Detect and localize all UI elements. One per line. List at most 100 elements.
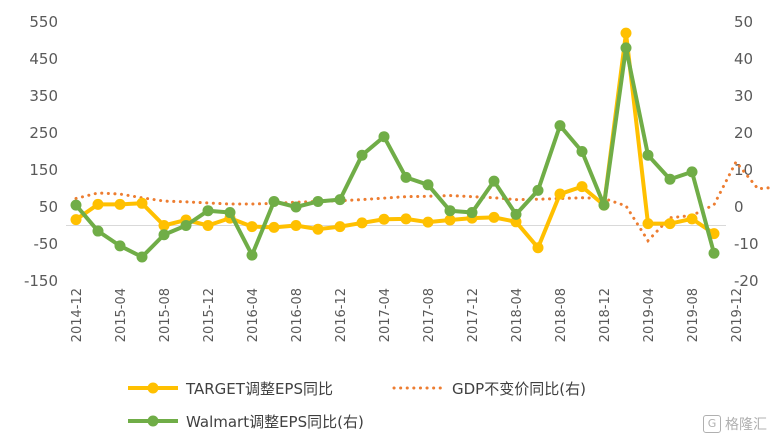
x-tick-label: 2014-12	[70, 288, 85, 342]
data-point	[158, 220, 170, 231]
right-y-tick-label: 30	[734, 87, 753, 105]
data-point	[246, 221, 258, 233]
legend-label: TARGET调整EPS同比	[185, 380, 333, 398]
data-point	[510, 208, 522, 220]
plot-area	[70, 27, 773, 263]
right-y-tick-label: 0	[734, 198, 744, 216]
watermark-logo-icon: G	[703, 415, 721, 433]
data-point	[664, 173, 676, 185]
x-tick-label: 2016-08	[290, 288, 305, 342]
left-y-tick-label: 250	[29, 124, 58, 142]
data-point	[334, 194, 346, 206]
x-axis: 2014-12 2015-04 2015-08 2015-12 2016-04 2016-…	[70, 288, 745, 342]
legend: TARGET调整EPS同比 GDP不变价同比(右) Walmart调整EPS同比(右…	[128, 380, 586, 431]
data-point	[598, 199, 610, 211]
data-point	[686, 213, 698, 225]
left-y-tick-label: 50	[39, 198, 58, 216]
series-line	[74, 159, 773, 244]
data-point	[444, 214, 456, 226]
left-y-tick-label: -50	[34, 235, 59, 253]
data-point	[378, 213, 390, 225]
data-point	[224, 207, 236, 219]
data-point	[532, 184, 544, 196]
right-y-tick-label: 40	[734, 50, 753, 68]
data-point	[664, 218, 676, 230]
data-point	[422, 216, 434, 228]
right-y-tick-label: -10	[734, 235, 759, 253]
data-point	[136, 197, 148, 209]
left-y-tick-label: -150	[24, 272, 58, 290]
left-y-tick-label: 550	[29, 13, 58, 31]
data-point	[620, 42, 632, 54]
data-point	[92, 198, 104, 210]
data-point	[312, 195, 324, 207]
x-tick-label: 2017-08	[422, 288, 437, 342]
x-tick-label: 2018-12	[598, 288, 613, 342]
data-point	[488, 211, 500, 223]
data-point	[268, 195, 280, 207]
x-tick-label: 2019-12	[730, 288, 745, 342]
data-point	[378, 131, 390, 143]
left-y-axis: 550 450 350 250 150 50 -50 -150	[24, 13, 58, 290]
x-tick-label: 2017-12	[466, 288, 481, 342]
x-tick-label: 2015-12	[202, 288, 217, 342]
data-point	[334, 221, 346, 233]
legend-item: Walmart调整EPS同比(右)	[128, 413, 364, 431]
legend-item: TARGET调整EPS同比	[128, 380, 333, 398]
legend-label: GDP不变价同比(右)	[452, 380, 586, 398]
left-y-tick-label: 150	[29, 161, 58, 179]
series-1	[74, 159, 773, 244]
right-y-tick-label: -20	[734, 272, 759, 290]
data-point	[532, 242, 544, 254]
data-point	[444, 205, 456, 217]
data-point	[686, 166, 698, 178]
x-tick-label: 2017-04	[378, 288, 393, 342]
x-tick-label: 2018-08	[554, 288, 569, 342]
left-y-tick-label: 350	[29, 87, 58, 105]
data-point	[268, 221, 280, 233]
watermark: G 格隆汇	[703, 414, 767, 434]
data-point	[356, 217, 368, 229]
legend-item: GDP不变价同比(右)	[392, 380, 586, 398]
data-point	[642, 149, 654, 161]
data-point	[290, 220, 302, 231]
data-point	[466, 207, 478, 219]
data-point	[554, 120, 566, 132]
data-point	[312, 223, 324, 235]
data-point	[202, 205, 214, 217]
legend-label: Walmart调整EPS同比(右)	[186, 413, 364, 431]
data-point	[356, 149, 368, 161]
data-point	[70, 199, 82, 211]
series-line	[74, 31, 716, 250]
data-point	[136, 251, 148, 263]
data-point	[400, 171, 412, 183]
data-point	[180, 220, 192, 231]
legend-marker	[147, 415, 159, 427]
data-point	[576, 146, 588, 157]
x-tick-label: 2018-04	[510, 288, 525, 342]
left-y-tick-label: 450	[29, 50, 58, 68]
data-point	[488, 175, 500, 187]
data-point	[70, 214, 82, 226]
series-2	[70, 42, 720, 263]
data-point	[158, 229, 170, 241]
x-tick-label: 2015-04	[114, 288, 129, 342]
x-tick-label: 2019-08	[686, 288, 701, 342]
data-point	[422, 179, 434, 191]
right-y-tick-label: 50	[734, 13, 753, 31]
data-point	[400, 213, 412, 225]
data-point	[554, 188, 566, 200]
right-y-tick-label: 20	[734, 124, 753, 142]
data-point	[620, 27, 632, 39]
data-point	[576, 181, 588, 193]
data-point	[114, 240, 126, 252]
data-point	[202, 220, 214, 231]
x-tick-label: 2015-08	[158, 288, 173, 342]
data-point	[246, 249, 258, 261]
watermark-text: 格隆汇	[725, 417, 767, 433]
x-tick-label: 2016-12	[334, 288, 349, 342]
data-point	[642, 218, 654, 230]
x-tick-label: 2016-04	[246, 288, 261, 342]
